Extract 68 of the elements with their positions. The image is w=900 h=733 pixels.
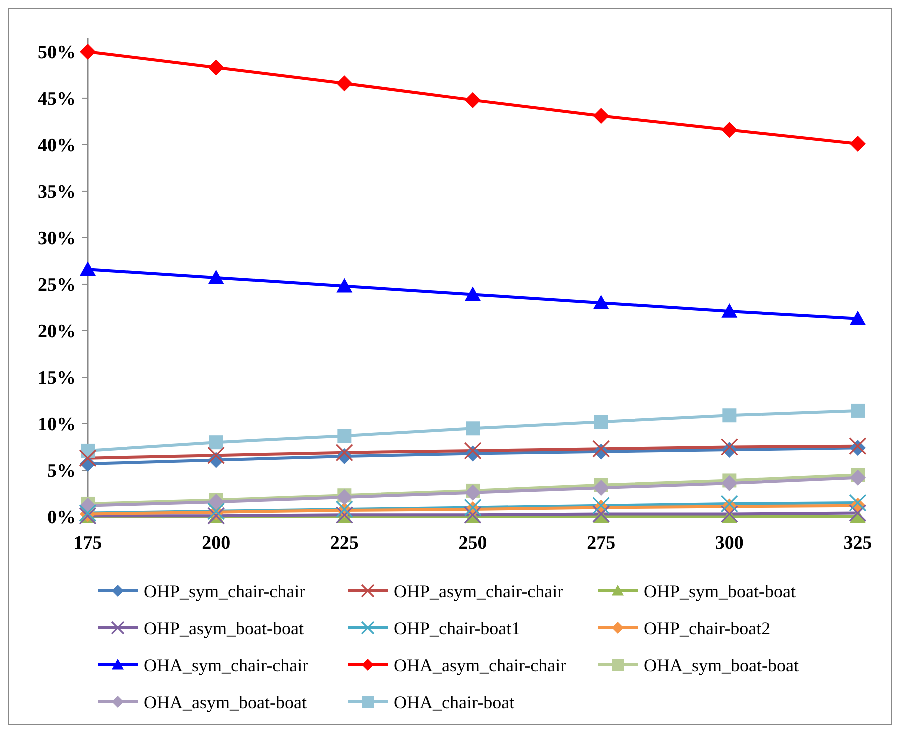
x-tick-label: 300 (715, 533, 744, 554)
point (594, 415, 608, 430)
point (336, 506, 354, 524)
point (593, 108, 610, 124)
point (722, 408, 737, 423)
y-tick-label: 0% (48, 508, 76, 529)
point (464, 506, 482, 524)
y-tick-label: 20% (38, 322, 76, 343)
point (80, 44, 96, 60)
point (720, 495, 738, 513)
point (849, 504, 867, 522)
point (336, 76, 353, 92)
point (722, 476, 738, 492)
point (720, 505, 738, 524)
point (79, 450, 97, 468)
y-tick-label: 5% (48, 461, 76, 482)
point (464, 498, 482, 516)
y-tick-label: 15% (38, 368, 76, 390)
point (592, 440, 610, 458)
point (720, 438, 738, 456)
legend-label: OHP_chair-boat2 (644, 618, 771, 638)
point (722, 122, 738, 138)
point (208, 270, 224, 284)
legend-label: OHP_asym_chair-chair (394, 581, 564, 602)
x-tick-label: 175 (74, 533, 102, 554)
legend-label: OHP_asym_boat-boat (144, 618, 304, 638)
point (465, 92, 481, 108)
point (465, 286, 481, 302)
legend-label: OHA_sym_chair-chair (144, 655, 309, 676)
y-tick-label: 35% (38, 182, 76, 204)
point (208, 60, 224, 76)
x-tick-label: 225 (330, 533, 359, 554)
y-tick-label: 25% (38, 275, 76, 296)
x-tick-label: 325 (844, 533, 872, 554)
point (850, 470, 866, 486)
legend-label: OHA_chair-boat (394, 692, 515, 712)
point (465, 484, 481, 501)
point (850, 310, 866, 326)
point (208, 446, 226, 464)
legend-label: OHA_sym_boat-boat (644, 655, 799, 676)
y-tick-label: 50% (38, 42, 76, 64)
point (80, 262, 96, 276)
legend-label: OHA_asym_boat-boat (144, 692, 307, 712)
point (850, 136, 866, 152)
legend-label: OHP_sym_chair-chair (144, 581, 306, 602)
point (209, 436, 224, 450)
point (336, 278, 353, 293)
y-tick-label: 40% (38, 136, 76, 157)
point (593, 480, 610, 496)
point (208, 494, 224, 510)
point (593, 295, 610, 310)
legend-label: OHP_sym_boat-boat (644, 581, 796, 602)
legend-label: OHA_asym_chair-chair (394, 655, 567, 676)
legend-label: OHP_chair-boat1 (394, 618, 521, 638)
y-tick-label: 45% (38, 89, 76, 110)
point (592, 505, 610, 524)
x-tick-label: 275 (587, 533, 616, 554)
y-tick-label: 10% (38, 414, 76, 436)
point (851, 404, 865, 418)
point (464, 442, 482, 460)
point (466, 422, 480, 436)
y-tick-label: 30% (38, 228, 76, 250)
point (336, 444, 354, 462)
x-tick-label: 250 (458, 533, 488, 554)
point (849, 494, 867, 512)
point (338, 429, 352, 444)
x-tick-label: 200 (202, 533, 231, 554)
point (722, 303, 738, 318)
